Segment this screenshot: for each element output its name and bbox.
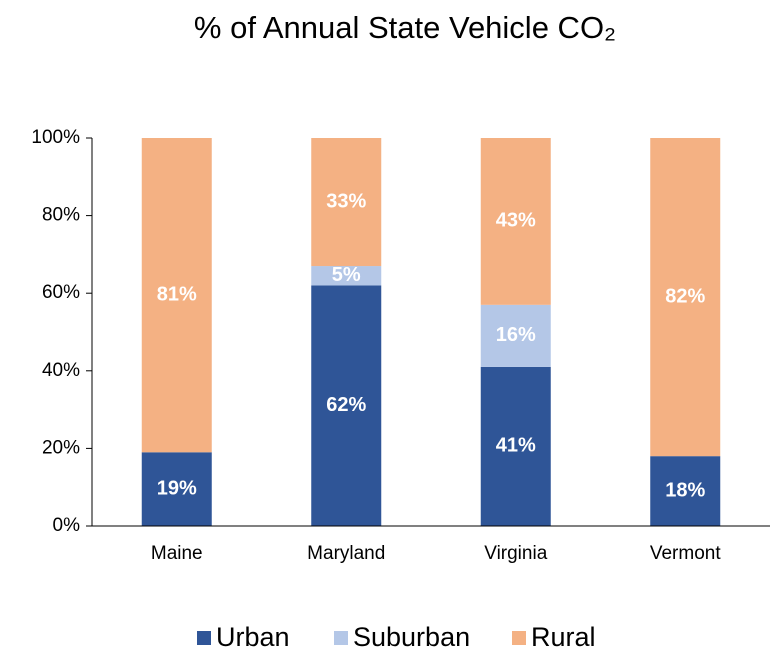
data-label: 81% (157, 283, 197, 305)
data-label: 41% (496, 435, 536, 457)
data-label: 43% (496, 210, 536, 232)
legend-swatch (512, 631, 526, 645)
chart-title: % of Annual State Vehicle CO₂ (194, 10, 616, 45)
legend-swatch (334, 631, 348, 645)
data-label: 16% (496, 324, 536, 346)
data-label: 33% (326, 190, 366, 212)
bar-segment (650, 456, 721, 526)
bar-segment (311, 138, 382, 267)
data-label: 18% (665, 479, 705, 501)
legend-swatch (197, 631, 211, 645)
bar-segment (141, 138, 212, 453)
bar-segment (141, 452, 212, 526)
x-tick-label: Maryland (307, 543, 385, 564)
data-label: 19% (157, 477, 197, 499)
y-tick-label: 20% (42, 437, 80, 458)
bar-segment (480, 366, 551, 526)
bar-segment (480, 304, 551, 367)
legend-label: Rural (531, 622, 596, 652)
y-tick-label: 80% (42, 205, 80, 226)
data-label: 5% (332, 264, 361, 286)
data-label: 62% (326, 394, 366, 416)
x-tick-label: Maine (151, 543, 203, 564)
data-label: 82% (665, 285, 705, 307)
bar-segment (480, 138, 551, 305)
legend-label: Urban (216, 622, 290, 652)
y-tick-label: 60% (42, 282, 80, 303)
y-tick-label: 40% (42, 360, 80, 381)
y-tick-label: 0% (53, 515, 81, 536)
x-tick-label: Vermont (650, 543, 721, 564)
x-tick-label: Virginia (484, 543, 547, 564)
legend-label: Suburban (353, 622, 470, 652)
bar-segment (311, 266, 382, 286)
y-tick-label: 100% (31, 127, 80, 148)
bar-segment (311, 285, 382, 526)
bar-segment (650, 138, 721, 457)
